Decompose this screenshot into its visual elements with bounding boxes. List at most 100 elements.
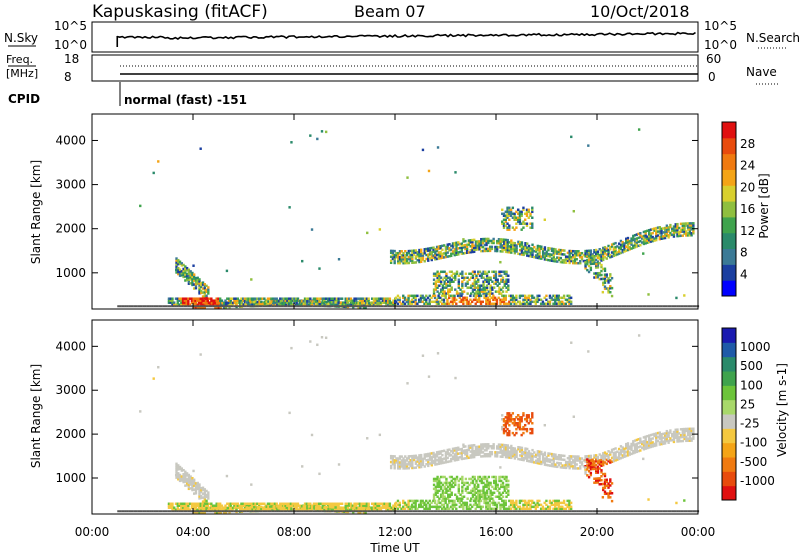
heatmap-cell	[632, 444, 635, 447]
heatmap-cell	[203, 492, 206, 495]
heatmap-cell	[332, 297, 335, 300]
heatmap-cell	[502, 294, 506, 298]
heatmap-cell	[193, 492, 196, 495]
heatmap-cell	[498, 274, 501, 278]
heatmap-cell	[393, 253, 396, 257]
heatmap-cell	[272, 302, 275, 305]
heatmap-cell	[642, 436, 646, 439]
heatmap-cell	[391, 458, 395, 462]
heatmap-cell	[658, 227, 661, 231]
heatmap-cell	[283, 508, 286, 512]
heatmap-cell	[649, 236, 653, 239]
heatmap-cell	[182, 263, 185, 267]
heatmap-cell	[414, 302, 417, 306]
heatmap-cell	[520, 241, 524, 244]
heatmap-cell	[688, 427, 692, 431]
heatmap-cell	[545, 298, 548, 302]
heatmap-cell	[602, 283, 605, 287]
heatmap-cell	[473, 483, 476, 487]
heatmap-cell	[462, 290, 466, 293]
heatmap-cell	[351, 299, 354, 302]
heatmap-cell	[633, 449, 637, 452]
heatmap-cell	[587, 144, 590, 147]
heatmap-cell	[244, 305, 247, 308]
heatmap-cell	[177, 270, 180, 274]
heatmap-cell	[461, 491, 464, 495]
heatmap-cell	[572, 459, 575, 462]
heatmap-cell	[193, 480, 196, 484]
heatmap-cell	[614, 457, 617, 460]
heatmap-cell	[526, 459, 529, 463]
heatmap-cell	[509, 296, 513, 300]
heatmap-cell	[591, 258, 594, 262]
heatmap-cell	[446, 456, 449, 460]
heatmap-cell	[569, 501, 573, 505]
heatmap-cell	[515, 218, 518, 221]
heatmap-cell	[549, 253, 552, 256]
heatmap-cell	[499, 445, 502, 448]
heatmap-cell	[617, 451, 621, 455]
heatmap-cell	[579, 465, 582, 468]
heatmap-cell	[206, 301, 210, 304]
heatmap-cell	[203, 499, 206, 503]
heatmap-cell	[501, 280, 505, 283]
heatmap-cell	[509, 418, 513, 421]
heatmap-cell	[587, 254, 591, 258]
heatmap-cell	[504, 507, 507, 511]
heatmap-cell	[518, 216, 522, 219]
heatmap-cell	[477, 485, 480, 489]
heatmap-cell	[501, 270, 505, 274]
heatmap-cell	[501, 495, 505, 498]
heatmap-cell	[465, 454, 469, 458]
heatmap-cell	[688, 431, 692, 435]
heatmap-cell	[448, 288, 452, 291]
heatmap-cell	[448, 290, 452, 293]
heatmap-cell	[187, 502, 190, 506]
heatmap-cell	[649, 443, 653, 447]
heatmap-cell	[283, 303, 286, 307]
heatmap-cell	[600, 456, 603, 460]
heatmap-cell	[600, 277, 603, 281]
heatmap-cell	[461, 495, 464, 498]
heatmap-cell	[455, 245, 458, 249]
heatmap-cell	[685, 305, 688, 308]
heatmap-cell	[501, 427, 504, 431]
heatmap-cell	[462, 302, 465, 306]
heatmap-cell	[614, 305, 618, 308]
heatmap-cell	[522, 245, 525, 249]
heatmap-cell	[513, 218, 516, 221]
heatmap-cell	[314, 305, 318, 308]
heatmap-cell	[549, 458, 552, 461]
heatmap-cell	[593, 249, 596, 252]
heatmap-cell	[464, 243, 467, 247]
heatmap-cell	[309, 502, 312, 506]
heatmap-cell	[220, 299, 224, 302]
heatmap-cell	[509, 420, 513, 423]
heatmap-cell	[540, 257, 543, 260]
heatmap-cell	[398, 259, 402, 263]
heatmap-cell	[321, 506, 324, 509]
heatmap-cell	[409, 257, 412, 261]
heatmap-cell	[398, 252, 402, 255]
heatmap-cell	[586, 249, 589, 253]
heatmap-cell	[529, 222, 532, 225]
heatmap-cell	[425, 507, 428, 511]
heatmap-cell	[531, 460, 534, 464]
heatmap-cell	[639, 239, 642, 243]
heatmap-cell	[665, 226, 669, 229]
heatmap-cell	[349, 305, 352, 308]
heatmap-cell	[626, 448, 630, 451]
heatmap-cell	[593, 454, 596, 457]
heatmap-cell	[457, 280, 460, 283]
heatmap-cell	[531, 300, 534, 304]
heatmap-cell	[644, 230, 647, 233]
heatmap-cell	[640, 235, 644, 238]
heatmap-cell	[339, 301, 343, 304]
heatmap-cell	[426, 302, 430, 306]
heatmap-cell	[328, 299, 331, 302]
heatmap-cell	[518, 244, 522, 248]
heatmap-cell	[488, 247, 492, 251]
heatmap-cell	[651, 443, 654, 446]
heatmap-cell	[458, 456, 462, 459]
heatmap-cell	[688, 234, 692, 237]
